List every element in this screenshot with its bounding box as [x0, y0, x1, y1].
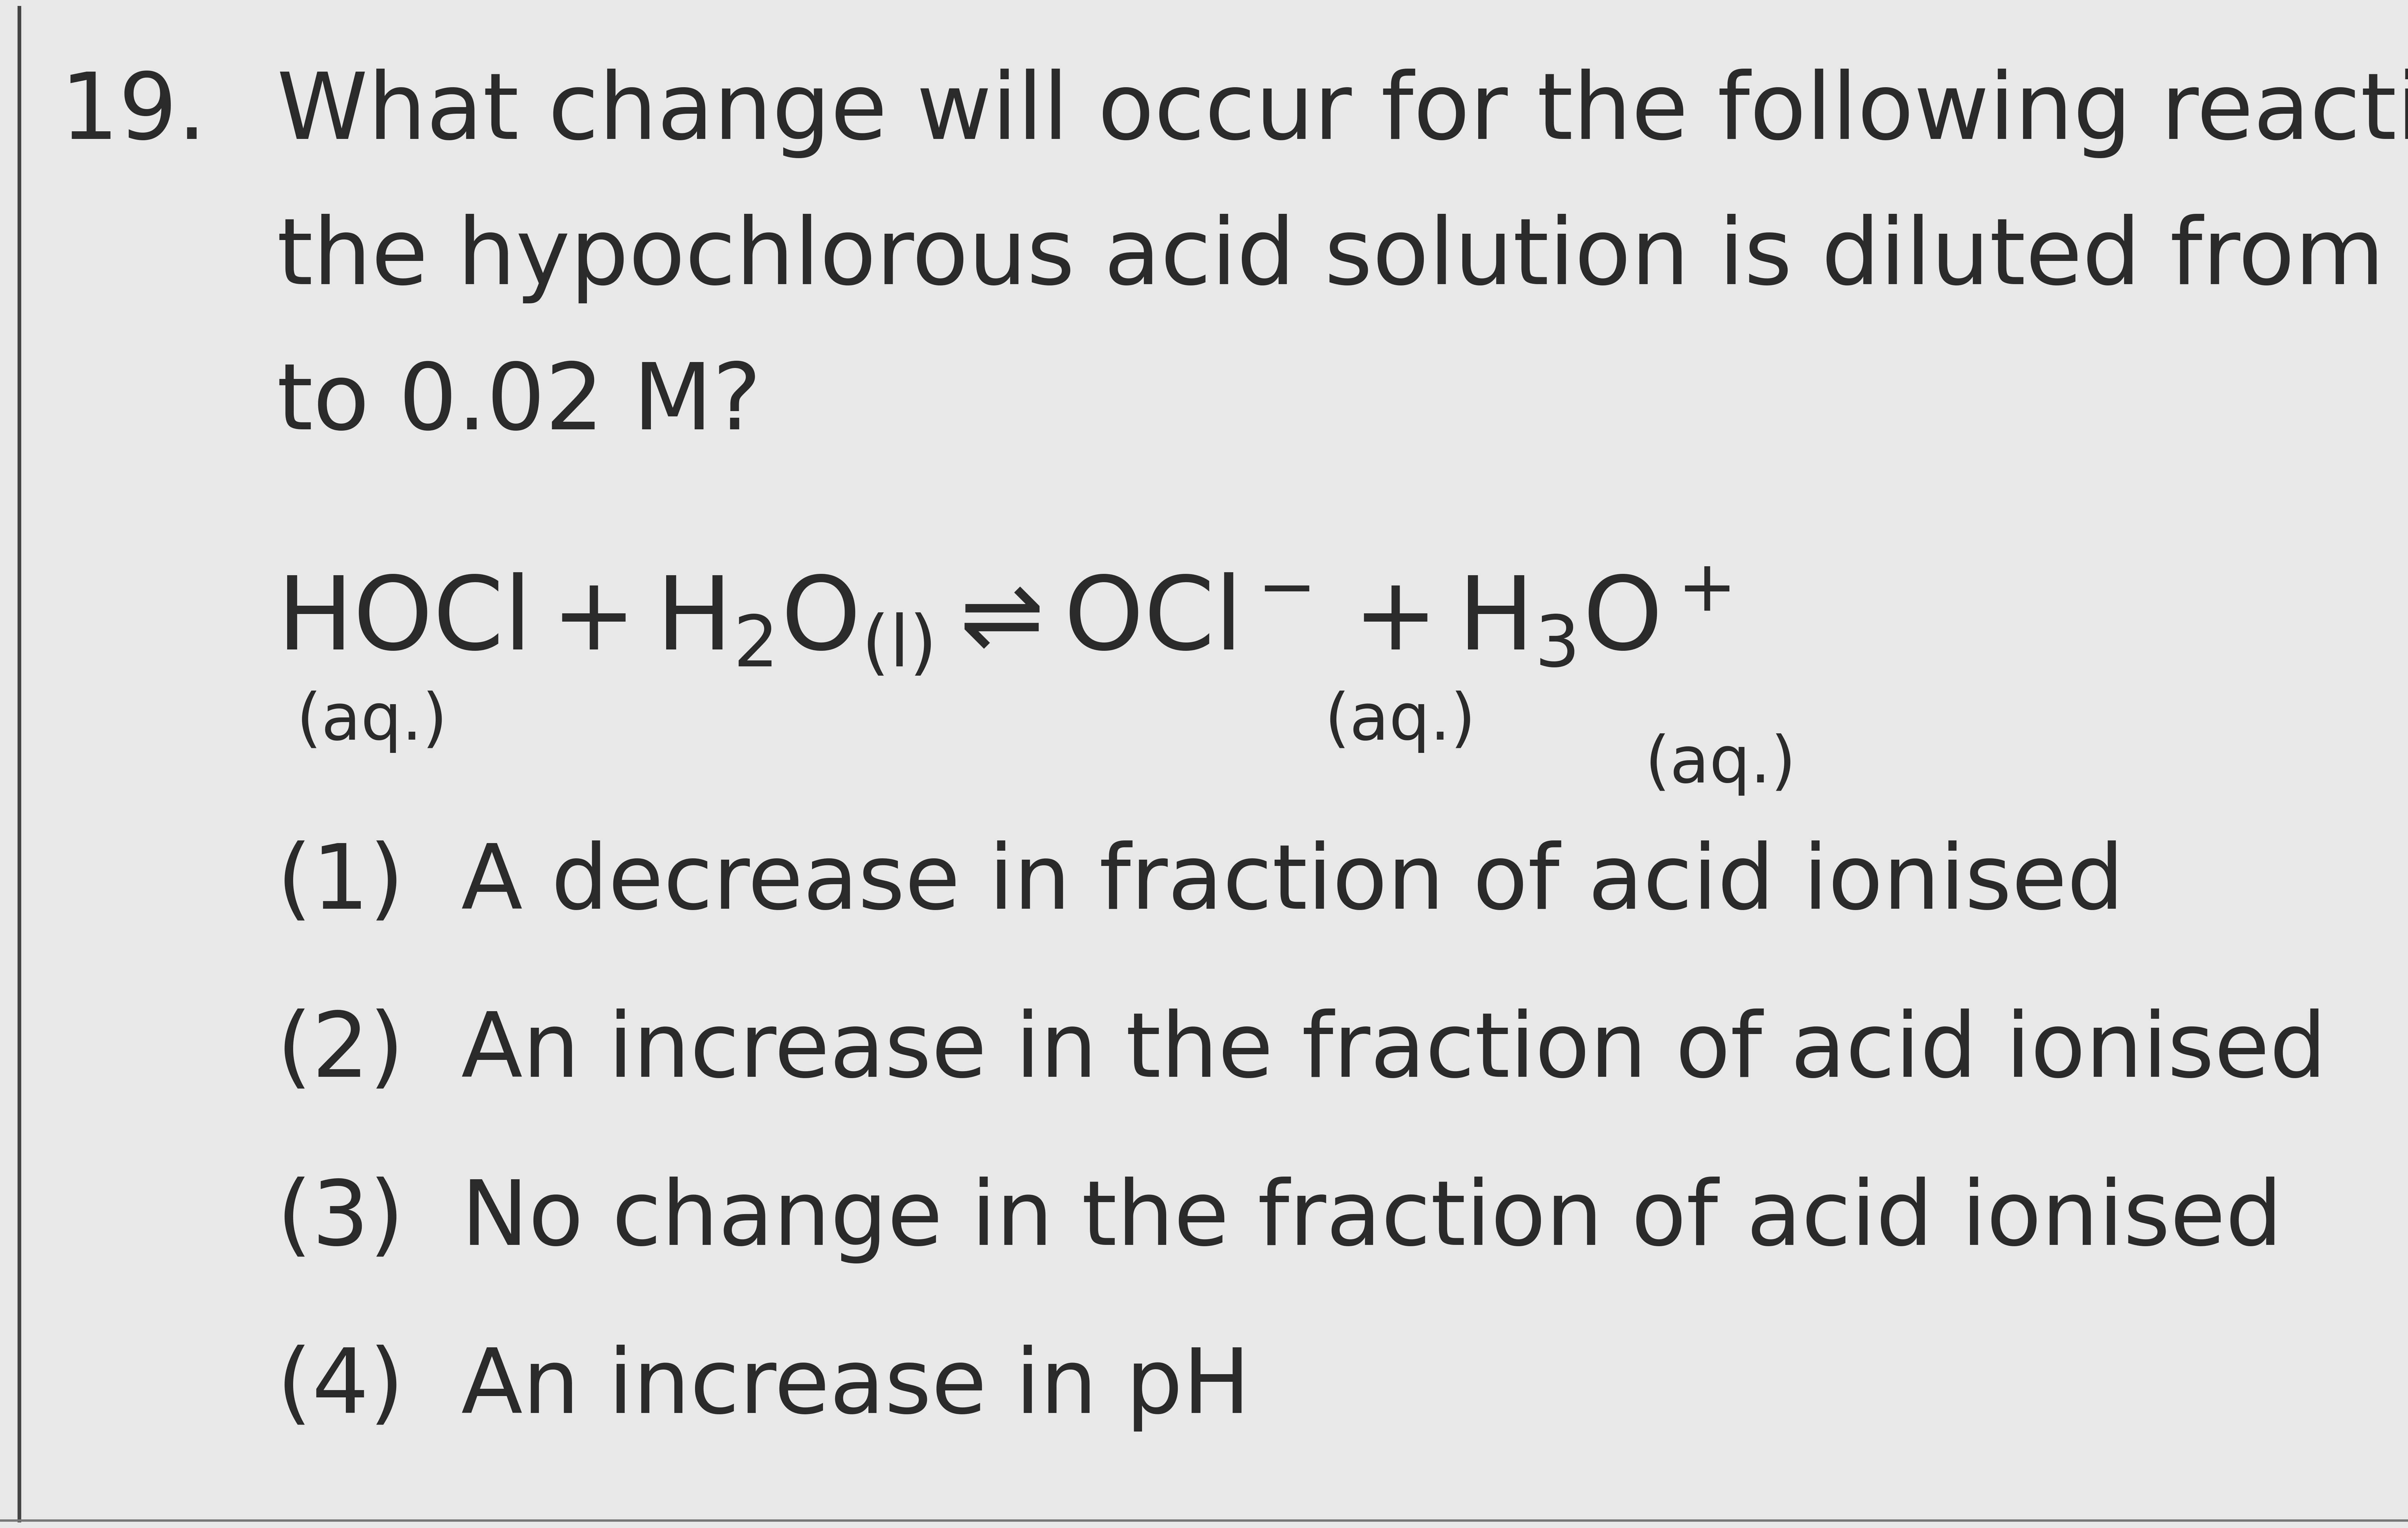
- Text: (2)  An increase in the fraction of acid ionised: (2) An increase in the fraction of acid …: [277, 1008, 2326, 1096]
- Text: (aq.): (aq.): [1645, 733, 1796, 796]
- Text: $\mathdefault{HOCl + H_2O_{(l)} \rightleftharpoons OCl^- + H_3O^+}$: $\mathdefault{HOCl + H_2O_{(l)} \rightle…: [277, 565, 1729, 677]
- Text: to 0.02 M?: to 0.02 M?: [277, 359, 761, 449]
- Text: the hypochlorous acid solution is diluted from 0.2: the hypochlorous acid solution is dilute…: [277, 214, 2408, 304]
- Text: (1)  A decrease in fraction of acid ionised: (1) A decrease in fraction of acid ionis…: [277, 840, 2124, 927]
- Text: (3)  No change in the fraction of acid ionised: (3) No change in the fraction of acid io…: [277, 1177, 2283, 1264]
- Text: (aq.): (aq.): [296, 691, 448, 753]
- Text: (aq.): (aq.): [1324, 691, 1476, 753]
- Text: 19.: 19.: [60, 69, 207, 159]
- Text: (4)  An increase in pH: (4) An increase in pH: [277, 1345, 1250, 1432]
- Text: What change will occur for the following reaction if: What change will occur for the following…: [277, 69, 2408, 159]
